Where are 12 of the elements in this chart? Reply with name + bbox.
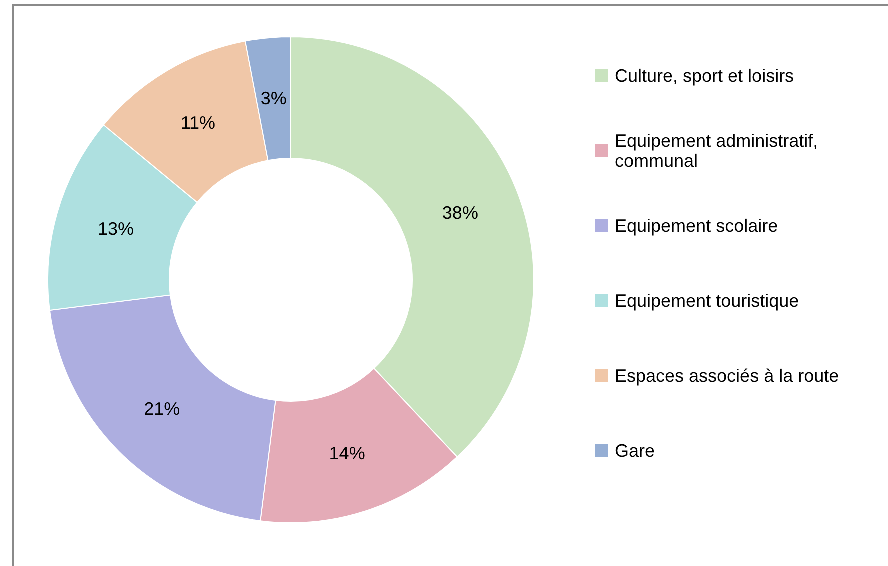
data-label: 14%: [329, 443, 366, 464]
data-label: 11%: [180, 113, 216, 134]
data-label: 13%: [98, 219, 134, 240]
data-label: 21%: [144, 398, 180, 419]
legend-label: Espaces associés à la route: [615, 366, 840, 386]
legend-label: Gare: [615, 440, 656, 460]
legend-label: Equipement scolaire: [615, 216, 778, 236]
data-label: 38%: [442, 202, 478, 223]
legend-label: Culture, sport et loisirs: [615, 66, 794, 86]
legend-label: Equipement administratif, communal: [615, 130, 820, 170]
legend-label: Equipement touristique: [615, 290, 800, 310]
data-label: 3%: [260, 88, 287, 109]
